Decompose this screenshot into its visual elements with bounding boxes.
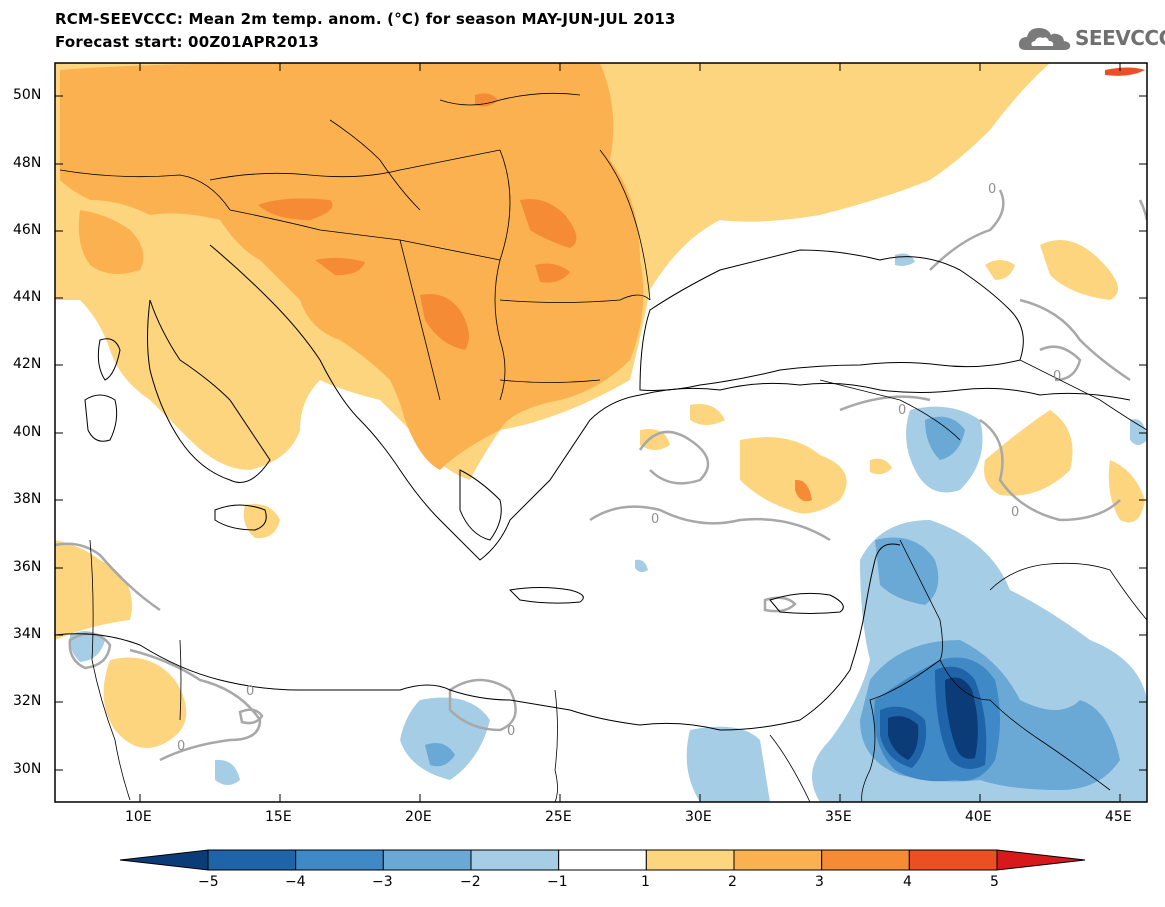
colorbar-segment bbox=[382, 849, 472, 871]
colorbar-segment bbox=[295, 849, 384, 871]
colorbar-label: 2 bbox=[728, 874, 737, 890]
lat-label: 34N bbox=[13, 626, 42, 642]
lon-label: 35E bbox=[825, 809, 852, 825]
contour-label: 0 bbox=[898, 403, 906, 418]
lon-ticks bbox=[139, 63, 1121, 802]
seevccc-logo: SEEVCCC bbox=[1018, 22, 1165, 56]
logo-text: SEEVCCC bbox=[1075, 26, 1165, 50]
contour-label: 0 bbox=[988, 182, 996, 197]
colorbar-segment bbox=[733, 849, 823, 871]
colorbar-segment bbox=[207, 849, 297, 871]
map-field bbox=[55, 63, 1147, 802]
lat-label: 48N bbox=[13, 155, 42, 171]
lon-label: 30E bbox=[685, 809, 712, 825]
colorbar-segment bbox=[470, 849, 560, 871]
colorbar-segment bbox=[996, 849, 1086, 871]
forecast-start-label: Forecast start: 00Z01APR2013 bbox=[55, 33, 319, 51]
lon-label: 15E bbox=[265, 809, 292, 825]
lat-label: 42N bbox=[13, 356, 42, 372]
coastlines bbox=[55, 244, 1131, 731]
colorbar-label: 3 bbox=[815, 874, 824, 890]
lat-label: 40N bbox=[13, 424, 42, 440]
lat-label: 32N bbox=[13, 693, 42, 709]
colorbar-label: −3 bbox=[372, 874, 393, 890]
lat-label: 44N bbox=[13, 289, 42, 305]
chart-title: RCM-SEEVCCC: Mean 2m temp. anom. (°C) fo… bbox=[55, 10, 676, 28]
contour-label: 0 bbox=[177, 739, 185, 754]
colorbar-segment bbox=[821, 849, 910, 871]
contour-label: 0 bbox=[651, 512, 659, 527]
contour-label: 0 bbox=[246, 684, 254, 699]
lat-label: 38N bbox=[13, 491, 42, 507]
colorbar-segment bbox=[908, 849, 998, 871]
lat-ticks bbox=[55, 95, 1147, 771]
colorbar-segment bbox=[119, 849, 209, 871]
zero-contours bbox=[55, 189, 1147, 762]
colorbar-segment bbox=[558, 849, 647, 871]
colorbar-label: 1 bbox=[641, 874, 650, 890]
colorbar bbox=[119, 849, 1086, 871]
colorbar-label: −1 bbox=[547, 874, 568, 890]
lon-label: 40E bbox=[965, 809, 992, 825]
colorbar-label: 5 bbox=[990, 874, 999, 890]
lon-label: 45E bbox=[1105, 809, 1132, 825]
contour-label: 0 bbox=[507, 724, 515, 739]
lat-label: 50N bbox=[13, 87, 42, 103]
colorbar-label: −5 bbox=[198, 874, 219, 890]
lat-label: 46N bbox=[13, 222, 42, 238]
colorbar-segment bbox=[645, 849, 735, 871]
country-borders bbox=[59, 92, 1147, 802]
lat-label: 30N bbox=[13, 761, 42, 777]
lon-label: 25E bbox=[545, 809, 572, 825]
lon-label: 10E bbox=[125, 809, 152, 825]
colorbar-label: −2 bbox=[460, 874, 481, 890]
lat-label: 36N bbox=[13, 559, 42, 575]
colorbar-label: −4 bbox=[285, 874, 306, 890]
contour-label: 0 bbox=[1011, 505, 1019, 520]
colorbar-label: 4 bbox=[903, 874, 912, 890]
contour-label: 0 bbox=[1053, 369, 1061, 384]
cloud-logo-icon bbox=[1018, 28, 1071, 50]
lon-label: 20E bbox=[405, 809, 432, 825]
contour-labels: 0 0 0 0 0 0 0 0 bbox=[177, 182, 1061, 754]
